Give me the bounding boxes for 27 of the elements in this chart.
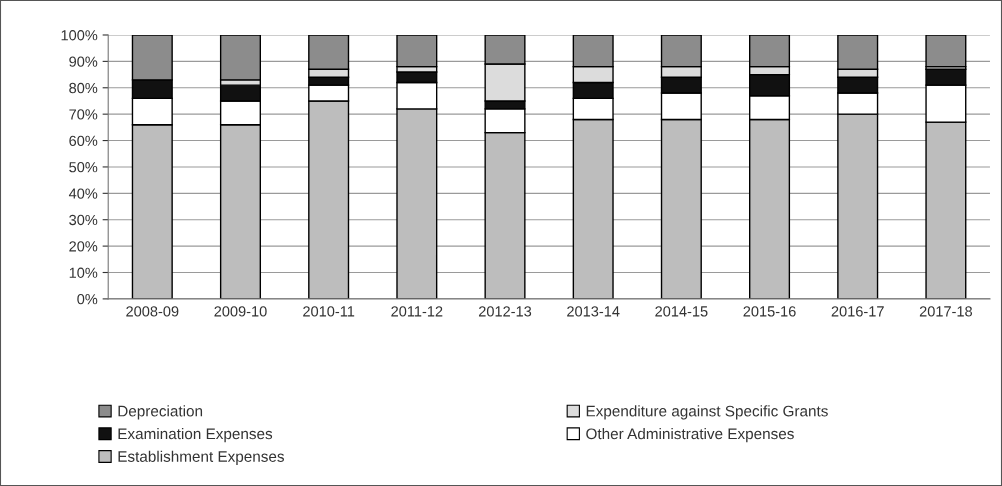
x-tick-label: 2013-14 [567, 306, 620, 317]
x-tick-label: 2011-12 [391, 306, 443, 317]
y-tick-label: 0% [77, 293, 98, 305]
bar [925, 34, 967, 68]
y-tick-label: 30% [69, 214, 98, 226]
legend-label: Expenditure against Specific Grants [586, 405, 828, 420]
x-tick-label: 2014-15 [655, 306, 708, 317]
legend-label: Depreciation [118, 405, 203, 420]
y-tick-label: 70% [69, 109, 98, 120]
x-tick-label: 2009-10 [214, 306, 267, 317]
legend-label: Establishment Expenses [118, 450, 284, 465]
y-tick-label: 40% [68, 188, 98, 199]
y-tick-label: 90% [69, 56, 98, 67]
y-tick-label: 10% [69, 267, 98, 278]
x-tick-label: 2016-17 [831, 306, 884, 317]
y-tick-label: 100% [61, 30, 98, 41]
x-tick-label: 2012-13 [478, 306, 532, 317]
y-tick-label: 80% [69, 82, 98, 94]
x-tick-label: 2015-16 [743, 306, 796, 317]
y-tick-label: 60% [69, 135, 98, 146]
x-tick-label: 2008-09 [126, 306, 179, 317]
x-tick-label: 2010-11 [303, 306, 355, 317]
y-tick-label: 50% [69, 162, 98, 173]
y-tick-label: 20% [69, 241, 98, 252]
legend-label: Other Administrative Expenses [586, 427, 794, 443]
legend-label: Examination Expenses [118, 427, 273, 443]
x-tick-label: 2017-18 [919, 306, 973, 317]
